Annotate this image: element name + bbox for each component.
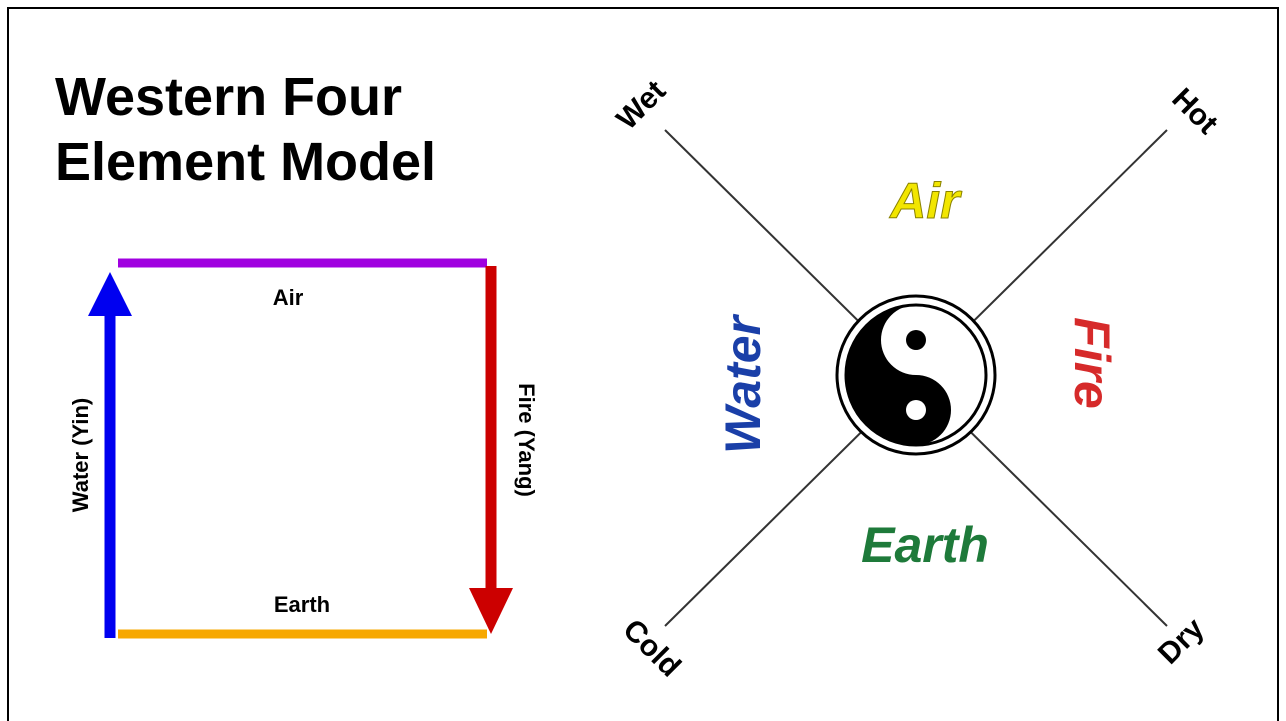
fire-element: Fire — [1064, 317, 1120, 409]
earth-label: Earth — [274, 592, 330, 617]
water-label: Water (Yin) — [68, 398, 93, 512]
fire-label: Fire (Yang) — [514, 383, 539, 497]
title-line: Element Model — [55, 132, 436, 192]
water-element: Water — [715, 313, 771, 454]
fire-arrowhead — [469, 588, 513, 634]
air-element: Air — [888, 173, 962, 229]
earth-element: Earth — [861, 517, 989, 573]
water-arrowhead — [88, 272, 132, 316]
yin-dot — [906, 330, 926, 350]
title-line: Western Four — [55, 67, 402, 127]
air-label: Air — [273, 285, 304, 310]
yang-dot — [906, 400, 926, 420]
slide-border — [7, 7, 1279, 721]
